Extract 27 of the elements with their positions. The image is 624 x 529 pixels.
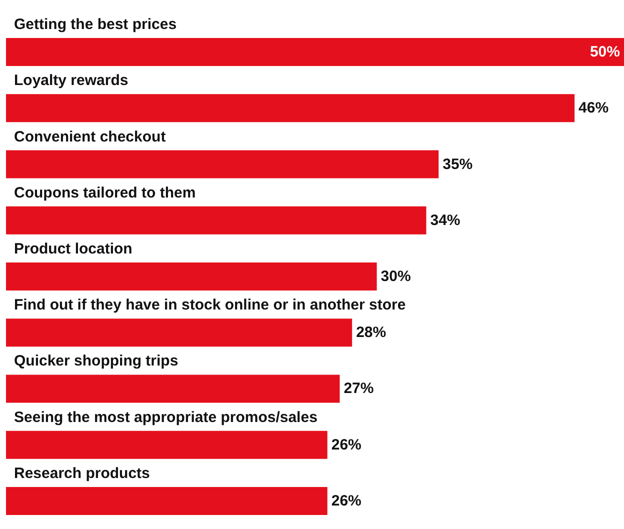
bar (6, 318, 352, 347)
y-tick-label: Quicker shopping trips (14, 352, 178, 370)
bar (6, 206, 426, 234)
data-label: 34% (430, 212, 460, 229)
data-label: 26% (331, 436, 362, 454)
bar (6, 430, 328, 459)
data-label: 46% (578, 100, 609, 117)
bar (6, 38, 624, 66)
data-label: 26% (331, 492, 362, 510)
y-tick-label: Coupons tailored to them (14, 184, 196, 202)
y-tick-label: Research products (14, 464, 150, 482)
bar (6, 150, 439, 178)
data-label: 27% (344, 380, 374, 398)
y-tick-label: Seeing the most appropriate promos/sales (14, 408, 318, 426)
bar (6, 94, 575, 122)
bar (6, 262, 377, 290)
y-tick-label: Loyalty rewards (14, 72, 128, 90)
y-tick-label: Convenient checkout (14, 128, 166, 146)
y-tick-label: Find out if they have in stock online or in another store (14, 296, 406, 314)
data-label: 30% (380, 268, 411, 285)
data-label: 50% (590, 44, 620, 61)
bar (6, 374, 340, 403)
data-label: 28% (356, 324, 386, 342)
bar (6, 486, 328, 515)
y-tick-label: Getting the best prices (14, 16, 177, 34)
data-label: 35% (442, 156, 473, 173)
y-tick-label: Product location (14, 240, 132, 258)
